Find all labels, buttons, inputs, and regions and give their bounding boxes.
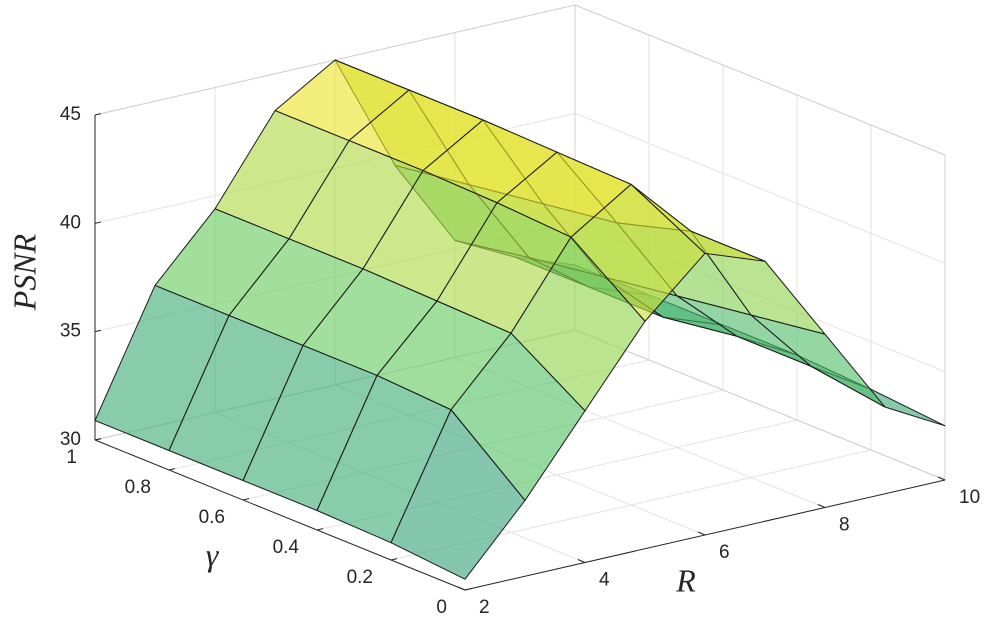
- x-axis: [94, 439, 466, 591]
- y-tick-label: 8: [839, 515, 850, 536]
- x-tick-label: 0.8: [125, 477, 151, 498]
- grid-line: [574, 112, 946, 264]
- tick-mark: [697, 531, 706, 536]
- y-axis-label: R: [675, 562, 696, 598]
- x-tick-label: 0.6: [199, 507, 225, 528]
- z-tick-label: 30: [60, 429, 81, 450]
- box-edge: [574, 4, 946, 156]
- y-tick-label: 6: [719, 542, 730, 563]
- tick-mark: [94, 113, 102, 116]
- tick-mark: [242, 498, 250, 501]
- x-tick-label: 0.2: [347, 567, 373, 588]
- z-tick-label: 35: [60, 321, 81, 342]
- y-tick-label: 4: [599, 570, 610, 591]
- z-axis-label: PSNR: [6, 233, 42, 311]
- tick-mark: [316, 528, 324, 531]
- tick-mark: [464, 588, 472, 591]
- tick-mark: [457, 586, 466, 591]
- tick-mark: [577, 559, 586, 563]
- surface-face: [390, 409, 526, 580]
- x-tick-label: 1: [66, 447, 77, 468]
- y-tick-label: 2: [479, 597, 490, 618]
- tick-mark: [94, 438, 102, 441]
- z-tick-label: 40: [60, 212, 81, 233]
- tick-mark: [390, 558, 398, 561]
- tick-mark: [168, 468, 176, 471]
- x-tick-label: 0: [436, 597, 447, 618]
- box-edge: [574, 329, 946, 481]
- y-tick-label: 10: [959, 487, 980, 508]
- z-tick-label: 45: [60, 104, 81, 125]
- x-tick-label: 0.4: [273, 537, 300, 558]
- tick-mark: [937, 476, 946, 481]
- tick-mark: [817, 504, 826, 508]
- tick-mark: [94, 329, 102, 333]
- x-axis-label: γ: [206, 536, 220, 572]
- tick-mark: [94, 221, 102, 224]
